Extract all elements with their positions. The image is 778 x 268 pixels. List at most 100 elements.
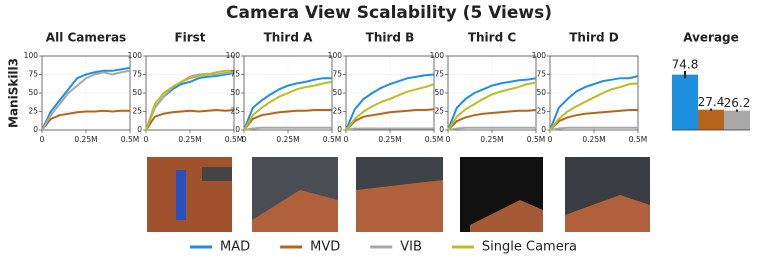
legend-label: Single Camera	[482, 240, 577, 255]
y-tick-label: 25	[536, 107, 546, 116]
legend-label: MAD	[220, 240, 250, 255]
y-tick-label: 100	[532, 51, 547, 60]
y-tick-label: 50	[332, 88, 342, 97]
y-tick-label: 100	[24, 51, 39, 60]
image-table	[252, 190, 338, 232]
line-series	[549, 82, 639, 131]
line-series	[549, 126, 638, 131]
line-series	[145, 71, 235, 131]
subplot-title: Third C	[468, 31, 517, 45]
subplot-title: First	[174, 31, 205, 45]
subplot-title: Third A	[264, 31, 314, 45]
y-tick-label: 0	[541, 125, 546, 134]
line-series	[41, 69, 131, 131]
y-tick-label: 50	[230, 88, 240, 97]
y-tick-label: 75	[434, 70, 444, 79]
x-tick-label: 0.5M	[425, 135, 443, 144]
x-tick-label: 0.25M	[378, 135, 401, 144]
line-series	[447, 81, 537, 131]
line-series	[243, 109, 332, 131]
plot-frame	[549, 55, 639, 131]
plot-frame	[447, 55, 537, 131]
subplot-title: All Cameras	[46, 31, 126, 45]
line-series	[243, 126, 332, 131]
legend-label: MVD	[310, 240, 340, 255]
y-tick-label: 50	[434, 88, 444, 97]
image-table	[470, 200, 543, 232]
value-label: 27.4	[698, 95, 725, 109]
image-table	[356, 180, 443, 232]
subplot-title: Third B	[366, 31, 415, 45]
line-series	[345, 83, 435, 131]
y-tick-label: 0	[137, 125, 142, 134]
line-series	[447, 77, 537, 131]
line-series	[145, 109, 235, 131]
line-series	[243, 80, 333, 131]
line-series	[41, 66, 131, 131]
bar	[698, 109, 724, 130]
x-tick-label: 0.25M	[178, 135, 201, 144]
x-tick-label: 0	[548, 135, 553, 144]
y-tick-label: 100	[226, 51, 241, 60]
x-tick-label: 0.25M	[480, 135, 503, 144]
x-tick-label: 0.5M	[121, 135, 139, 144]
subplot-title: Average	[683, 31, 739, 45]
figure-title: Camera View Scalability (5 Views)	[226, 3, 552, 23]
y-tick-label: 0	[439, 125, 444, 134]
y-tick-label: 50	[536, 88, 546, 97]
row-label: ManiSkill3	[7, 58, 21, 128]
value-label: 74.8	[672, 57, 699, 71]
y-tick-label: 50	[28, 88, 38, 97]
y-tick-label: 25	[132, 107, 142, 116]
plot-frame	[145, 55, 235, 131]
y-tick-label: 100	[328, 51, 343, 60]
y-tick-label: 100	[128, 51, 143, 60]
y-tick-label: 0	[337, 125, 342, 134]
line-series	[345, 127, 434, 131]
y-tick-label: 25	[434, 107, 444, 116]
y-tick-label: 75	[132, 70, 142, 79]
line-series	[549, 75, 639, 131]
x-tick-label: 0.5M	[225, 135, 243, 144]
plot-frame	[243, 55, 333, 131]
subplot-title: Third D	[569, 31, 619, 45]
x-tick-label: 0	[242, 135, 247, 144]
y-tick-label: 0	[235, 125, 240, 134]
image-table	[565, 195, 650, 232]
y-tick-label: 75	[28, 70, 38, 79]
camera-images	[147, 157, 650, 232]
plot-frame	[41, 55, 131, 131]
legend-label: VIB	[400, 240, 422, 255]
y-tick-label: 75	[332, 70, 342, 79]
y-tick-label: 75	[536, 70, 546, 79]
bar	[672, 74, 698, 130]
x-tick-label: 0.25M	[276, 135, 299, 144]
x-tick-label: 0.25M	[74, 135, 97, 144]
x-tick-label: 0.25M	[582, 135, 605, 144]
y-tick-label: 75	[230, 70, 240, 79]
line-series	[243, 77, 332, 131]
x-tick-label: 0	[144, 135, 149, 144]
line-series	[41, 109, 130, 131]
line-series	[447, 126, 536, 131]
image-object	[176, 170, 186, 220]
x-tick-label: 0.5M	[629, 135, 647, 144]
x-tick-label: 0.5M	[323, 135, 341, 144]
plot-frame	[345, 55, 435, 131]
bar	[724, 110, 750, 130]
line-series	[549, 109, 638, 131]
value-label: 26.2	[724, 96, 751, 110]
y-tick-label: 25	[230, 107, 240, 116]
x-tick-label: 0	[446, 135, 451, 144]
line-series	[447, 109, 537, 131]
image-object	[202, 167, 232, 181]
y-tick-label: 50	[132, 88, 142, 97]
y-tick-label: 25	[332, 107, 342, 116]
x-tick-label: 0	[40, 135, 45, 144]
x-tick-label: 0	[344, 135, 349, 144]
x-tick-label: 0.5M	[527, 135, 545, 144]
y-tick-label: 0	[33, 125, 38, 134]
y-tick-label: 100	[430, 51, 445, 60]
line-series	[345, 108, 435, 131]
